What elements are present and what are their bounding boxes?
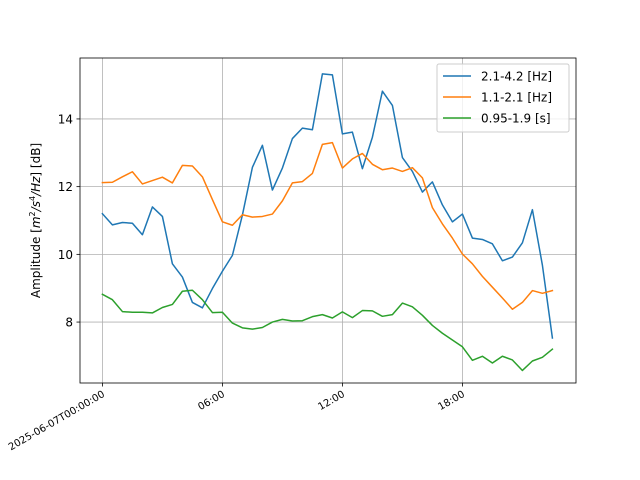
series-line-3 — [101, 289, 554, 372]
y-tick-label: 8 — [65, 316, 73, 330]
y-tick-label: 10 — [58, 248, 73, 262]
legend-label-1: 2.1-4.2 [Hz] — [481, 70, 552, 84]
series-line-2 — [101, 141, 554, 310]
legend-box — [436, 63, 570, 133]
series-lines — [101, 73, 554, 372]
series-line-1 — [101, 73, 554, 339]
plot-frame — [79, 57, 577, 384]
legend-label-2: 1.1-2.1 [Hz] — [481, 91, 552, 105]
y-tick-label: 12 — [58, 180, 73, 194]
y-tick-label: 14 — [58, 112, 73, 126]
legend: 2.1-4.2 [Hz] 1.1-2.1 [Hz] 0.95-1.9 [s] — [436, 63, 570, 133]
legend-label-3: 0.95-1.9 [s] — [481, 112, 551, 126]
y-axis-label: Amplitude [m2/s4/Hz] [dB] — [28, 143, 43, 298]
